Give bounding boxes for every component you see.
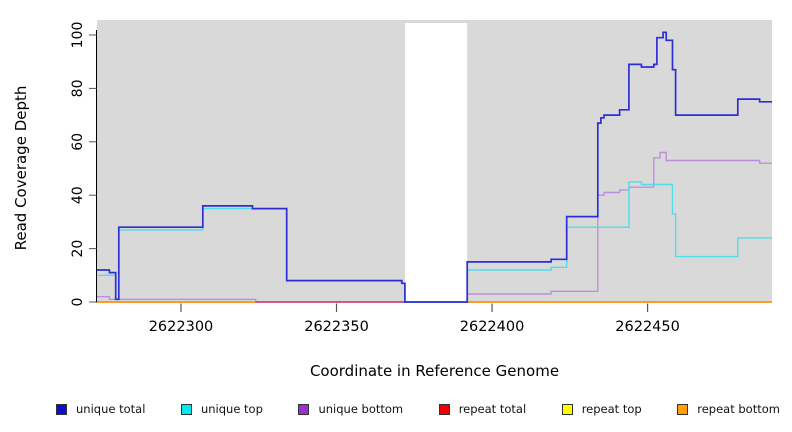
legend-item-repeat-top: repeat top <box>561 402 642 416</box>
chart-legend: unique total unique top unique bottom repea… <box>56 399 780 419</box>
legend-item-unique-top: unique top <box>180 402 263 416</box>
repeat-top-swatch-icon <box>561 403 573 415</box>
y-tick-label: 60 <box>70 133 86 151</box>
legend-item-unique-total: unique total <box>56 402 145 416</box>
y-tick-label: 100 <box>70 22 86 49</box>
legend-item-repeat-bottom: repeat bottom <box>677 402 780 416</box>
repeat-total-swatch-icon <box>438 403 450 415</box>
y-tick-label: 80 <box>70 79 86 97</box>
legend-label-repeat-bottom: repeat bottom <box>697 402 780 416</box>
series-line-unique-top <box>97 181 772 303</box>
legend-label-repeat-total: repeat total <box>458 402 527 416</box>
x-tick-label: 2622300 <box>149 319 214 335</box>
y-tick-label: 0 <box>70 298 86 307</box>
series-line-unique-total <box>97 31 772 303</box>
shaded-region <box>97 20 405 302</box>
legend-label-unique-total: unique total <box>76 402 146 416</box>
legend-item-unique-bottom: unique bottom <box>298 402 403 416</box>
y-axis-title: Read Coverage Depth <box>12 85 30 251</box>
legend-item-repeat-total: repeat total <box>438 402 527 416</box>
unique-top-swatch-icon <box>180 403 192 415</box>
legend-label-unique-top: unique top <box>200 402 263 416</box>
x-tick-label: 2622450 <box>615 319 680 335</box>
y-tick-label: 40 <box>70 186 86 204</box>
repeat-bottom-swatch-icon <box>677 403 689 415</box>
x-tick-label: 2622350 <box>304 319 369 335</box>
legend-label-unique-bottom: unique bottom <box>318 402 404 416</box>
y-tick-label: 20 <box>70 240 86 258</box>
unique-total-swatch-icon <box>56 403 67 415</box>
x-axis-title: Coordinate in Reference Genome <box>309 362 560 380</box>
plot-background <box>97 20 772 23</box>
unique-bottom-swatch-icon <box>298 403 310 415</box>
legend-label-repeat-top: repeat top <box>581 402 642 416</box>
x-tick-label: 2622400 <box>460 319 525 335</box>
